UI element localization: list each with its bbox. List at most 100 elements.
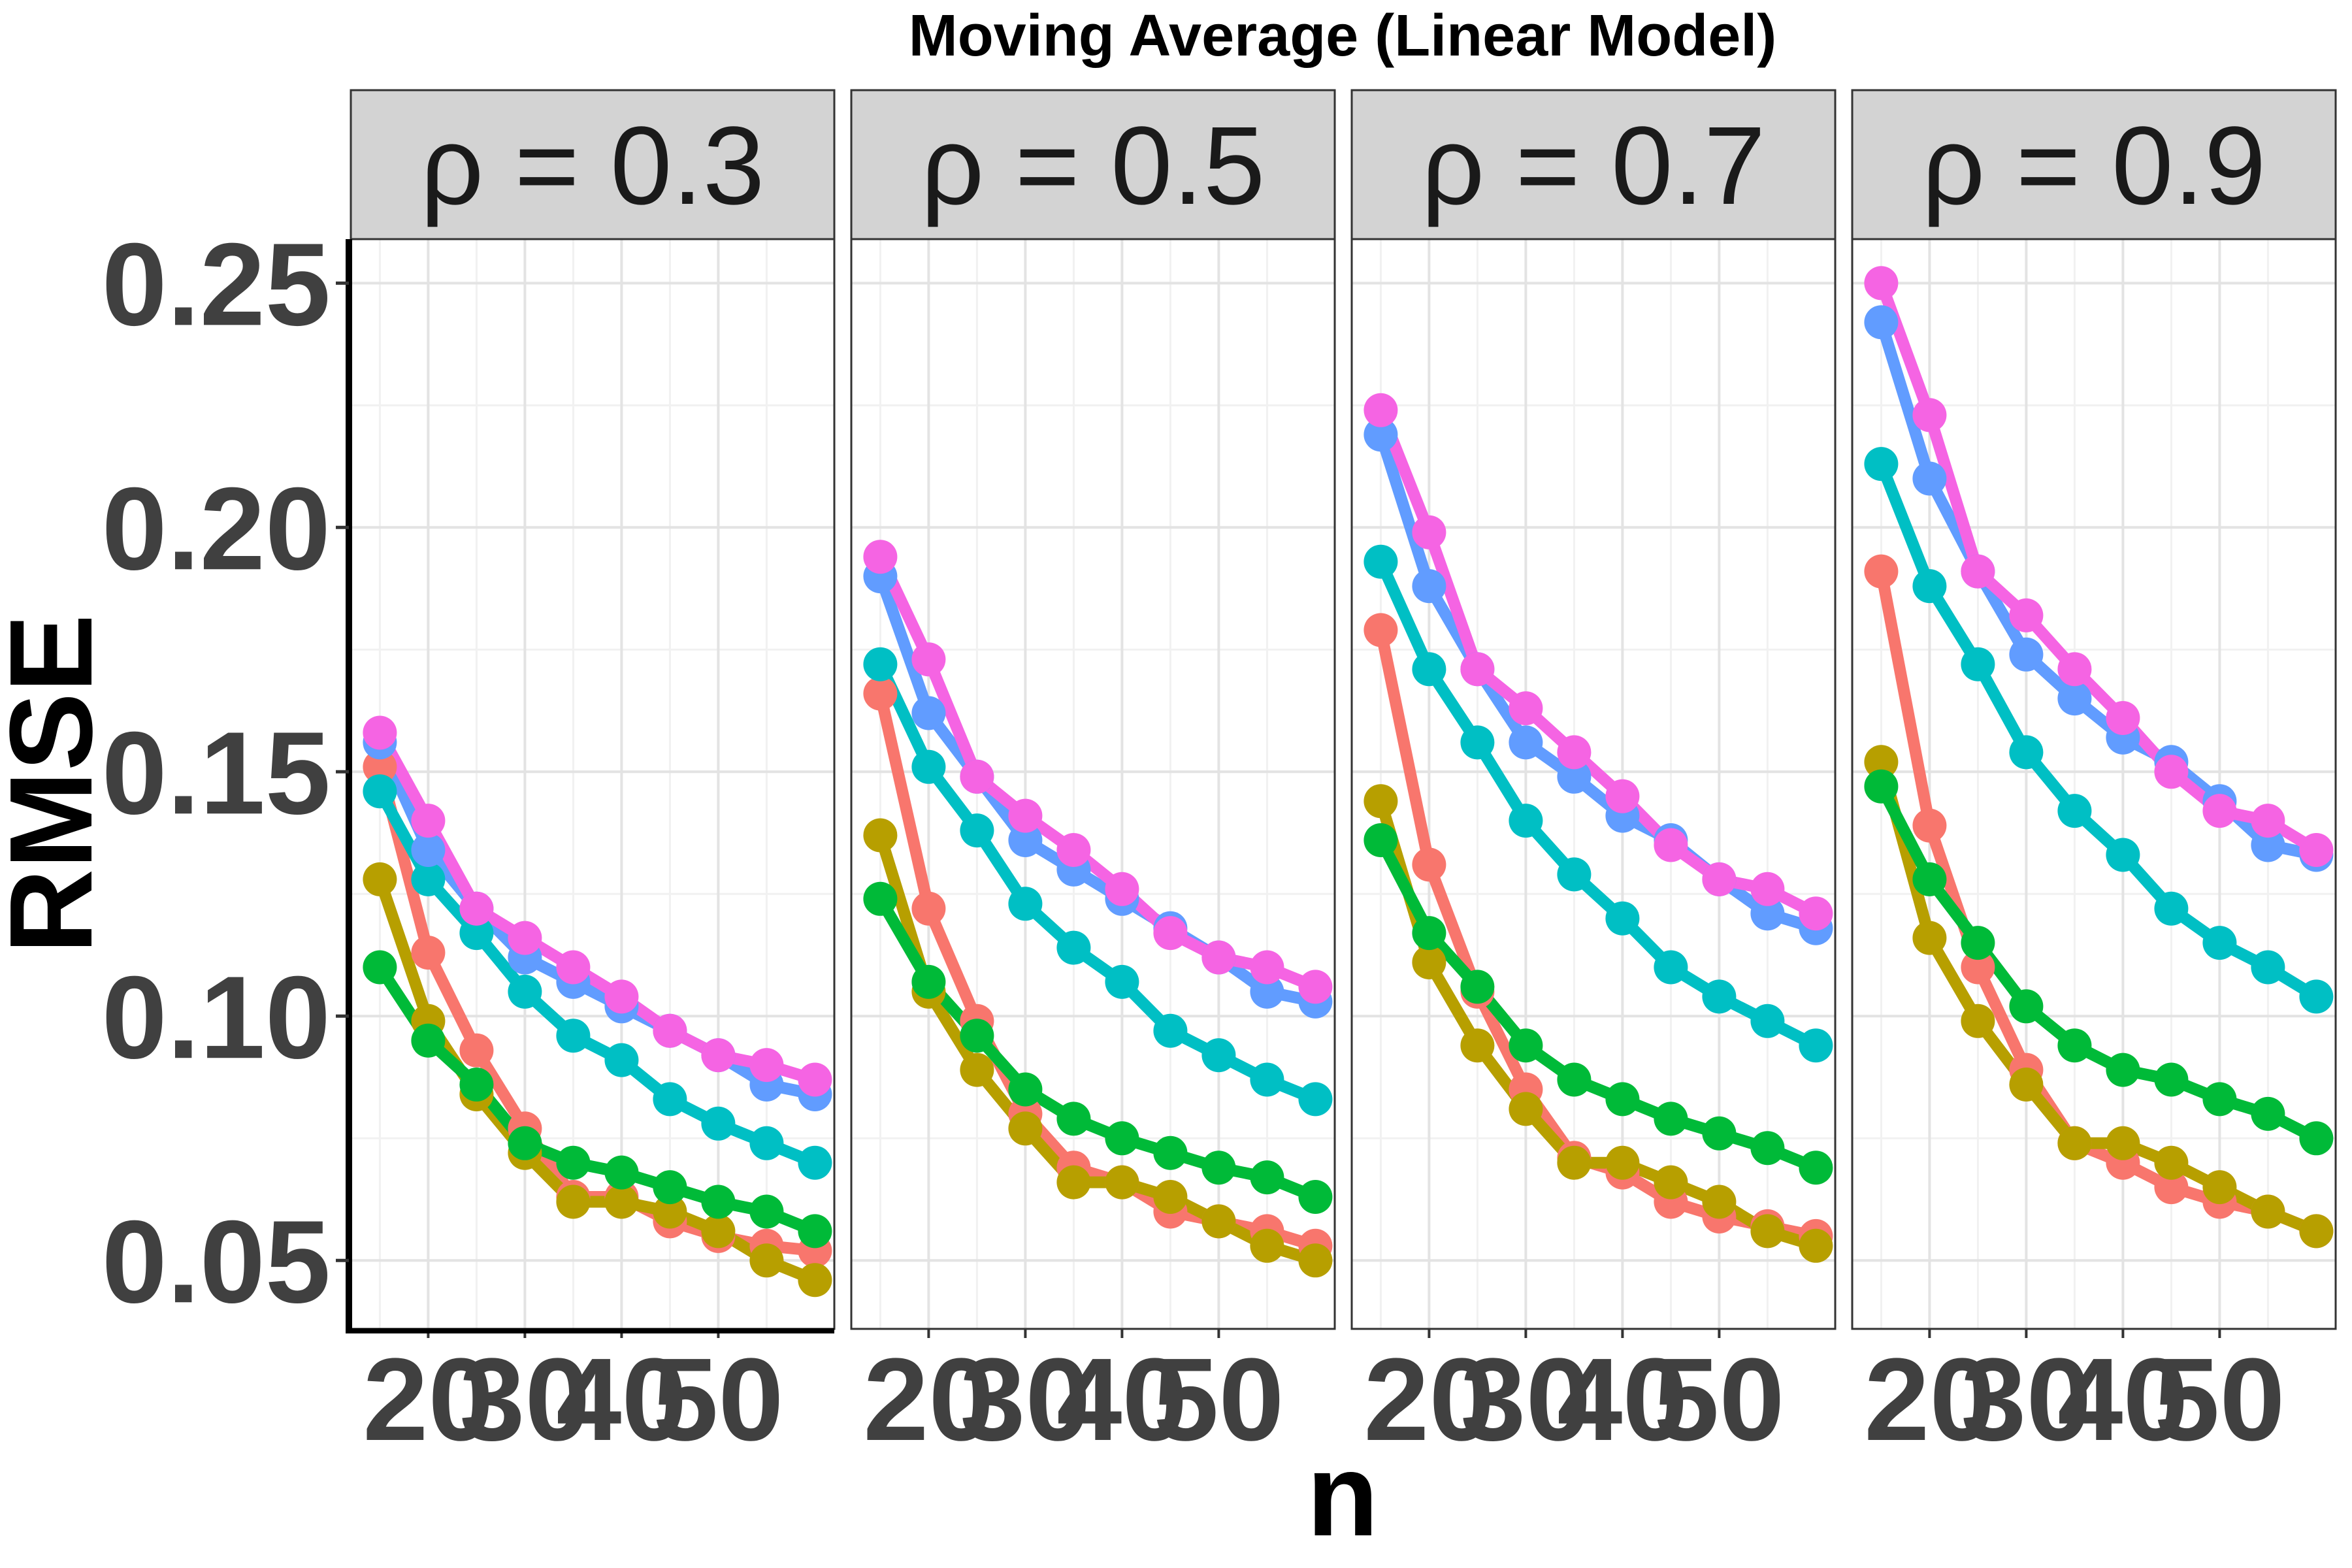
series-line-5 xyxy=(1875,316,2323,861)
data-point xyxy=(2154,755,2189,789)
y-axis-title: RMSE xyxy=(0,614,117,954)
data-point xyxy=(604,1155,639,1190)
data-point xyxy=(2251,804,2285,838)
data-point xyxy=(508,974,542,1009)
data-point xyxy=(2154,1145,2189,1180)
data-point xyxy=(1008,1072,1043,1107)
data-point xyxy=(2009,1068,2044,1102)
data-point xyxy=(1799,1151,1833,1185)
data-point xyxy=(1056,833,1091,867)
data-point xyxy=(556,1184,591,1219)
data-point xyxy=(911,964,946,999)
series-line-2 xyxy=(874,829,1322,1267)
data-point xyxy=(2106,1053,2140,1087)
series-line-4 xyxy=(1375,555,1822,1052)
data-point xyxy=(1912,398,1947,433)
y-tick-label: 0.10 xyxy=(102,952,331,1083)
data-point xyxy=(1105,964,1139,999)
data-point xyxy=(1557,1062,1592,1097)
series-line-6 xyxy=(374,727,821,1086)
data-point xyxy=(604,979,639,1014)
data-point xyxy=(798,1214,832,1249)
data-point xyxy=(1412,652,1446,687)
data-point xyxy=(363,715,397,750)
data-point xyxy=(1509,1028,1543,1063)
data-point xyxy=(911,749,946,784)
data-point xyxy=(1912,461,1947,496)
data-point xyxy=(459,1068,494,1102)
data-point xyxy=(1056,1165,1091,1200)
x-tick-label: 50 xyxy=(1153,1334,1284,1465)
data-point xyxy=(2009,735,2044,770)
y-tick-label: 0.15 xyxy=(102,708,331,839)
data-point xyxy=(1961,926,1995,960)
data-point xyxy=(1702,1184,1737,1219)
data-point xyxy=(411,936,446,970)
data-point xyxy=(2154,891,2189,926)
data-point xyxy=(1412,847,1446,882)
data-point xyxy=(1702,1116,1737,1151)
data-point xyxy=(1250,1228,1284,1263)
data-point xyxy=(2299,833,2334,867)
data-point xyxy=(960,759,994,794)
data-point xyxy=(749,1048,784,1083)
data-point xyxy=(2299,1121,2334,1156)
data-point xyxy=(1961,647,1995,681)
data-point xyxy=(1912,808,1947,843)
series-line-6 xyxy=(874,551,1322,993)
data-point xyxy=(863,647,898,681)
data-point xyxy=(1008,1111,1043,1146)
data-point xyxy=(508,921,542,955)
data-point xyxy=(1864,769,1899,804)
data-point xyxy=(1961,1004,1995,1038)
data-point xyxy=(1605,779,1640,813)
data-point xyxy=(863,540,898,574)
data-point xyxy=(1250,1160,1284,1195)
data-point xyxy=(1105,1165,1139,1200)
data-point xyxy=(1153,1135,1188,1170)
facet-strip-label: ρ = 0.5 xyxy=(921,104,1266,228)
data-point xyxy=(2251,1096,2285,1131)
data-point xyxy=(1799,1228,1833,1263)
x-tick-label: 20 xyxy=(1364,1334,1494,1465)
data-point xyxy=(1750,896,1785,931)
data-point xyxy=(1750,1004,1785,1038)
panel-border xyxy=(1350,238,1837,1330)
data-point xyxy=(2299,1214,2334,1249)
chart-title: Moving Average (Linear Model) xyxy=(909,3,1777,69)
x-tick-label: 50 xyxy=(1654,1334,1784,1465)
series-line-2 xyxy=(1375,795,1822,1252)
data-point xyxy=(1557,1145,1592,1180)
data-point xyxy=(1509,1092,1543,1126)
data-point xyxy=(1509,804,1543,838)
series-line-5 xyxy=(874,570,1322,1007)
y-tick-label: 0.20 xyxy=(102,463,331,595)
data-point xyxy=(911,696,946,730)
data-point xyxy=(749,1194,784,1229)
data-point xyxy=(1961,950,1995,985)
data-point xyxy=(556,950,591,985)
data-point xyxy=(798,1263,832,1298)
data-point xyxy=(863,881,898,916)
data-point xyxy=(1509,691,1543,726)
series-line-3 xyxy=(374,961,821,1237)
data-point xyxy=(960,1019,994,1053)
data-point xyxy=(960,1053,994,1087)
data-point xyxy=(701,1038,736,1073)
data-point xyxy=(1864,554,1899,589)
panel-border xyxy=(850,238,1336,1330)
data-point xyxy=(1912,569,1947,604)
data-point xyxy=(411,833,446,867)
data-point xyxy=(1605,1082,1640,1117)
data-point xyxy=(1961,554,1995,589)
data-point xyxy=(1605,901,1640,936)
data-point xyxy=(2009,989,2044,1024)
data-point xyxy=(2106,838,2140,872)
data-point xyxy=(798,1145,832,1180)
data-point xyxy=(1460,970,1495,1004)
facet-strip xyxy=(350,89,836,240)
data-point xyxy=(1105,1121,1139,1156)
series-line-6 xyxy=(1375,404,1822,920)
